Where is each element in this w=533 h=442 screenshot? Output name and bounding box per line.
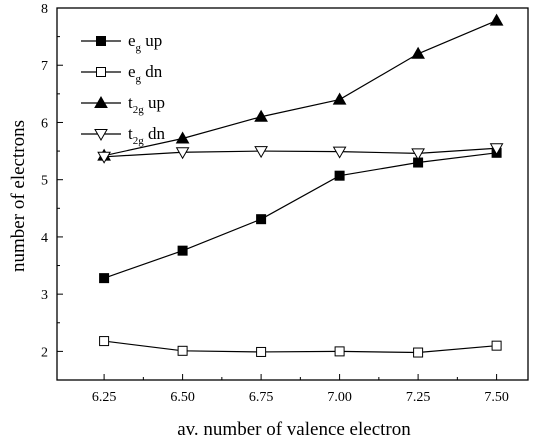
y-axis-label: number of electrons [8, 120, 29, 272]
plot-area [97, 13, 504, 358]
x-tick-label: 6.25 [92, 390, 117, 405]
series-line [103, 20, 497, 157]
legend-item: eg up [81, 31, 162, 54]
data-point [177, 345, 188, 356]
x-tick-label: 7.50 [484, 390, 509, 405]
x-axis-label: av. number of valence electron [177, 419, 411, 440]
series-line [104, 340, 497, 354]
y-tick-label: 6 [41, 116, 48, 131]
data-point [175, 131, 190, 144]
data-point [413, 347, 424, 358]
data-point [489, 13, 504, 26]
data-point [177, 245, 188, 256]
x-tick-label: 7.25 [406, 390, 431, 405]
legend-label: t2g up [128, 93, 165, 116]
data-point [256, 346, 267, 357]
plot-frame [56, 7, 529, 381]
y-tick-label: 2 [41, 345, 48, 360]
data-point [334, 346, 345, 357]
data-point [99, 336, 110, 347]
data-point [491, 340, 502, 351]
data-point [254, 109, 268, 122]
legend-item: t2g dn [81, 124, 165, 147]
y-tick-label: 8 [41, 2, 48, 17]
legend-item: t2g up [81, 93, 165, 116]
y-tick-label: 7 [41, 59, 48, 74]
series-2 [99, 336, 502, 358]
data-point [489, 143, 504, 156]
axis-ticks: 6.25 6.50 6.75 7.00 7.25 7.50 2 3 4 5 6 7 8 [41, 2, 509, 405]
data-point [411, 148, 425, 161]
legend: eg up eg dn t2g up t2g dn [81, 31, 165, 147]
series-4 [97, 143, 504, 164]
y-tick-label: 3 [41, 288, 48, 303]
data-point [256, 214, 267, 225]
series-1 [99, 147, 502, 284]
x-tick-label: 7.00 [327, 390, 352, 405]
data-point [334, 170, 345, 181]
data-point [99, 273, 110, 284]
legend-marker [94, 95, 108, 108]
x-tick-label: 6.75 [249, 390, 274, 405]
data-point [332, 146, 347, 159]
data-point [254, 146, 268, 159]
series-line [103, 152, 497, 279]
series-line [104, 147, 497, 158]
legend-marker [96, 67, 106, 77]
legend-label: eg up [128, 31, 162, 54]
legend-marker [96, 36, 106, 46]
x-tick-label: 6.50 [170, 390, 195, 405]
data-point [175, 147, 190, 160]
legend-label: t2g dn [128, 124, 165, 147]
legend-label: eg dn [128, 62, 163, 85]
legend-marker [94, 129, 108, 142]
y-tick-label: 4 [41, 231, 48, 246]
y-tick-label: 5 [41, 174, 48, 189]
data-point [332, 92, 347, 105]
data-point [411, 46, 425, 59]
legend-item: eg dn [81, 62, 163, 85]
data-point [97, 151, 111, 164]
